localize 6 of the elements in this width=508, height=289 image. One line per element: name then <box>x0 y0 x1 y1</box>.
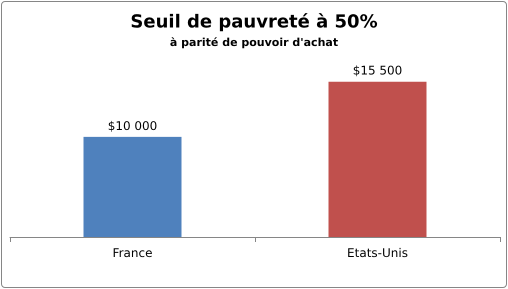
x-tick-label: France <box>112 246 152 260</box>
data-label: $10 000 <box>108 118 158 133</box>
chart-subtitle: à parité de pouvoir d'achat <box>170 36 338 49</box>
data-label: $15 500 <box>352 64 402 78</box>
chart-title: Seuil de pauvreté à 50% <box>130 12 378 32</box>
x-tick-label: Etats-Unis <box>347 246 408 260</box>
